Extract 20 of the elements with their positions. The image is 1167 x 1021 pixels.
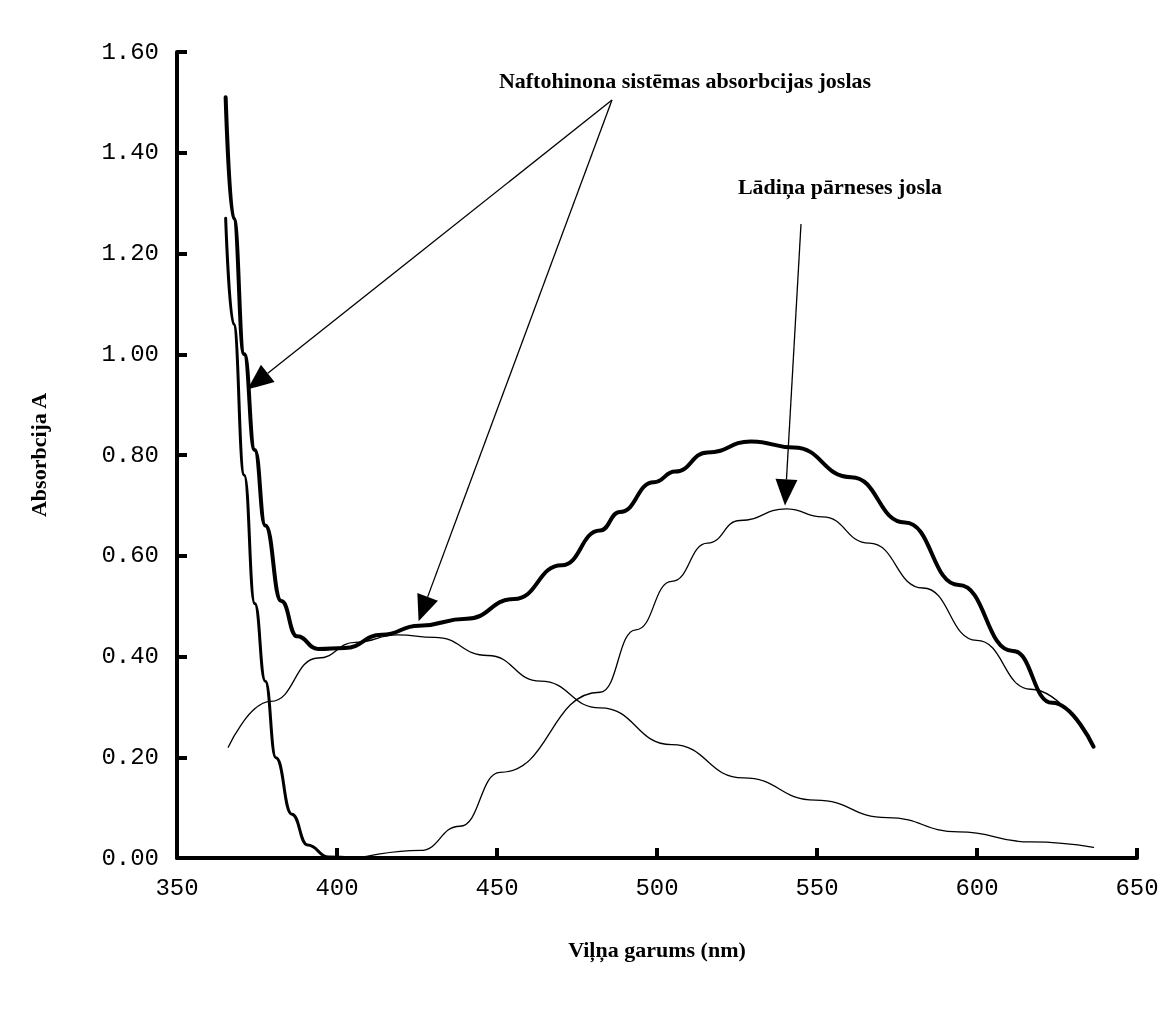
y-tick-label: 1.60 <box>101 38 159 66</box>
x-tick-label: 450 <box>475 874 519 902</box>
x-tick-label: 350 <box>155 874 199 902</box>
x-tick-label: 550 <box>795 874 839 902</box>
x-tick-label: 650 <box>1115 874 1159 902</box>
y-tick-label: 0.80 <box>101 441 159 469</box>
y-tick-label: 0.60 <box>101 542 159 570</box>
x-tick-label: 500 <box>635 874 679 902</box>
y-tick-label: 0.00 <box>101 844 159 872</box>
y-tick-label: 0.20 <box>101 743 159 771</box>
annotation: Lādiņa pārneses josla <box>737 173 943 200</box>
x-axis-title: Viļņa garums (nm) <box>568 936 746 963</box>
y-tick-label: 1.00 <box>101 340 159 368</box>
annotation: Naftohinona sistēmas absorbcijas joslas <box>498 67 872 93</box>
y-axis-title: Absorbcija A <box>25 392 51 518</box>
y-tick-label: 1.20 <box>101 240 159 267</box>
x-tick-label: 600 <box>955 874 999 902</box>
y-tick-label: 1.40 <box>101 139 159 167</box>
y-tick-label: 0.40 <box>101 643 159 670</box>
x-tick-label: 400 <box>315 874 359 902</box>
